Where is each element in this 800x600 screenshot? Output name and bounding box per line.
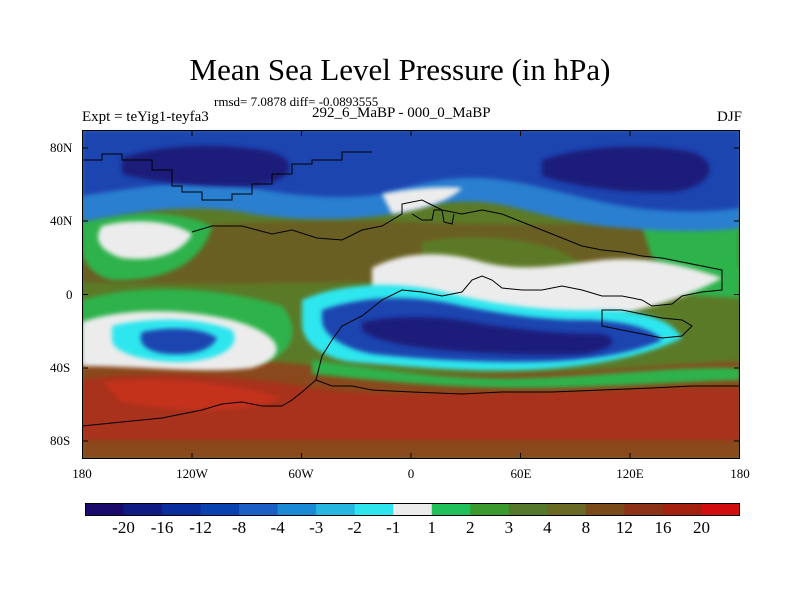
colorbar-swatch: [354, 503, 394, 516]
season-label: DJF: [716, 109, 742, 125]
colorbar-label: 1: [427, 518, 437, 537]
colorbar-label: -16: [150, 518, 174, 537]
colorbar-label: -1: [386, 518, 401, 537]
colorbar-swatch: [239, 503, 279, 516]
colorbar-swatch: [547, 503, 587, 516]
lon-label-180e: 180: [730, 466, 750, 481]
colorbar-label: -20: [112, 518, 135, 537]
pressure-region: [312, 360, 740, 388]
lon-label-120w: 120W: [176, 466, 208, 481]
colorbar-swatch: [277, 503, 317, 516]
lat-label-80n: 80N: [50, 140, 73, 155]
colorbar-swatch: [508, 503, 548, 516]
colorbar-swatch: [200, 503, 240, 516]
colorbar-label: 12: [615, 518, 633, 537]
colorbar: [85, 503, 740, 516]
colorbar-label: 20: [692, 518, 710, 537]
colorbar-label: -3: [309, 518, 324, 537]
colorbar-swatch: [162, 503, 202, 516]
period-label: 292_6_MaBP - 000_0_MaBP: [312, 105, 491, 121]
tick-marks: [82, 130, 740, 459]
colorbar-swatch: [701, 503, 740, 516]
colorbar-label: -4: [270, 518, 285, 537]
colorbar-label: 16: [654, 518, 672, 537]
plot-title: Mean Sea Level Pressure (in hPa): [189, 52, 611, 87]
pressure-region: [140, 328, 217, 355]
coastline: [82, 151, 740, 427]
pressure-region: [122, 145, 290, 187]
colorbar-swatch: [316, 503, 356, 516]
rmsd-text: rmsd= 7.0878 diff= -0.0893555: [214, 94, 379, 109]
colorbar-label: -8: [232, 518, 247, 537]
lat-label-40n: 40N: [50, 213, 73, 228]
colorbar-swatch: [85, 503, 125, 516]
lon-label-180w: 180: [72, 466, 92, 481]
lat-label-80s: 80S: [50, 433, 71, 448]
pressure-region: [98, 221, 192, 259]
colorbar-swatch: [431, 503, 471, 516]
colorbar-label: 3: [504, 518, 514, 537]
pressure-field: [82, 130, 740, 459]
lat-label-0: 0: [66, 287, 73, 302]
lon-label-120e: 120E: [616, 466, 644, 481]
colorbar-swatch: [123, 503, 163, 516]
colorbar-label: 2: [466, 518, 475, 537]
lon-label-60w: 60W: [288, 466, 314, 481]
colorbar-label: 4: [543, 518, 552, 537]
colorbar-label: -12: [189, 518, 212, 537]
pressure-region: [542, 146, 710, 193]
colorbar-label: 8: [581, 518, 591, 537]
colorbar-swatch: [585, 503, 625, 516]
pressure-region: [362, 316, 613, 355]
lon-label-0: 0: [407, 466, 415, 481]
lat-label-40s: 40S: [50, 360, 71, 375]
experiment-label: Expt = teYig1-teyfa3: [82, 109, 209, 125]
colorbar-label: -2: [347, 518, 362, 537]
colorbar-swatch: [624, 503, 664, 516]
colorbar-swatch: [470, 503, 510, 516]
colorbar-swatch: [393, 503, 433, 516]
colorbar-swatch: [662, 503, 702, 516]
lon-label-60e: 60E: [510, 466, 532, 481]
pressure-map: [82, 130, 740, 459]
